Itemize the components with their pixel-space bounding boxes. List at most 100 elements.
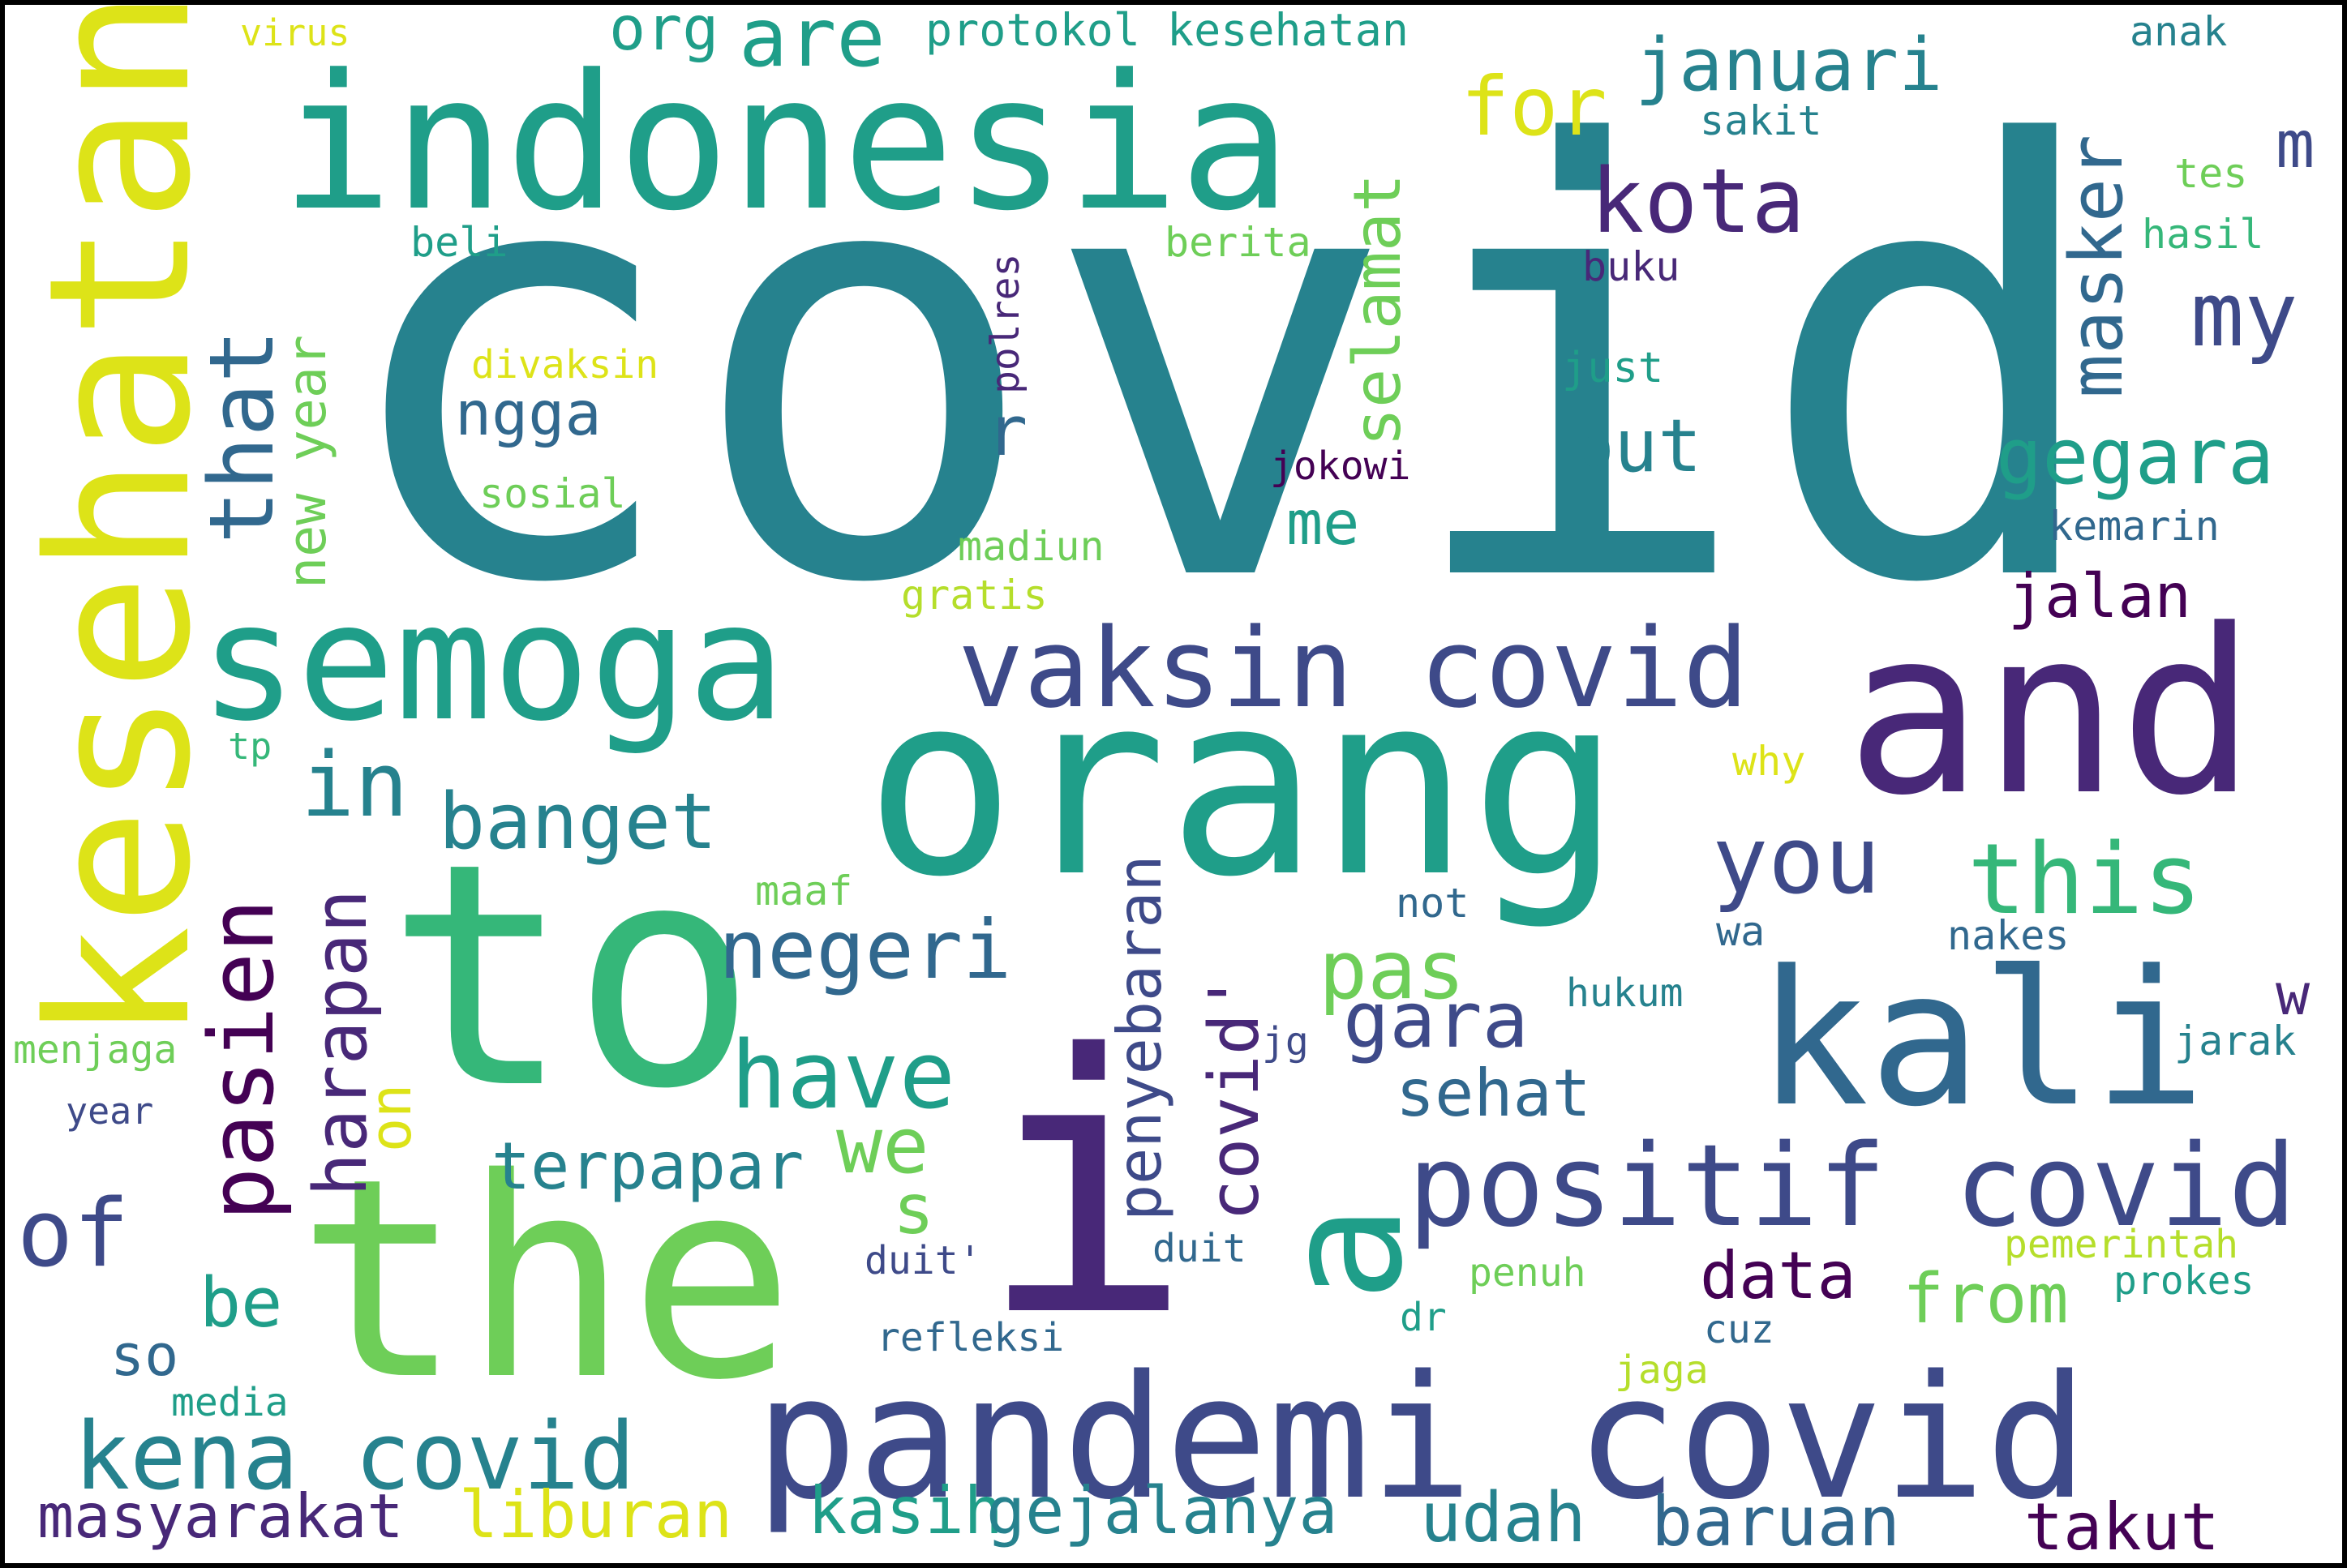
word-sakit: sakit [1700,97,1822,144]
word-menjaga: menjaga [13,1027,177,1073]
word-to: to [386,797,757,1156]
word-jarak: jarak [2174,1017,2297,1065]
word-i: i [978,979,1193,1394]
word-maaf: maaf [755,868,852,915]
word-a: a [1250,1205,1439,1302]
word-divaksin: divaksin [471,342,659,388]
word-new-year: new year [277,335,338,589]
word-banget: banget [439,778,717,867]
word-this: this [1967,824,2202,936]
word-hukum: hukum [1566,970,1684,1016]
word-takut: takut [2024,1489,2220,1563]
word-the: the [297,1120,795,1441]
word-tes: tes [2174,150,2247,197]
word-jokowi: jokowi [1270,443,1410,489]
word-just: just [1562,344,1663,392]
word-r: r [986,392,1028,472]
word-masker: masker [2054,135,2139,398]
word-be: be [200,1263,282,1343]
word-on: on [358,1084,424,1152]
word-media: media [171,1380,289,1425]
word-kesehatan: kesehatan [6,5,234,1043]
word-kali: kali [1757,932,2206,1148]
word-semoga: semoga [200,568,785,757]
word-w: w [2276,962,2311,1028]
word-have: have [731,1022,955,1130]
word-virus: virus [240,11,350,54]
word-madiun: madiun [958,523,1105,570]
word-liburan: liburan [459,1477,732,1553]
word-me: me [1286,487,1359,559]
word-kota: kota [1590,149,1805,253]
word-udah: udah [1420,1478,1586,1558]
word-pas: pas [1319,923,1465,1017]
word-wa: wa [1716,908,1765,955]
word-masyarakat: masyarakat [37,1480,404,1552]
word-pasien: pasien [190,899,294,1221]
word-so: so [110,1322,178,1389]
word-jalan: jalan [2008,560,2191,632]
word-covid: covid [329,24,2112,713]
word-pemerintah: pemerintah [2004,1222,2238,1267]
word-kemarin: kemarin [2049,503,2220,550]
word-we: we [836,1102,929,1191]
word-berita: berita [1165,219,1311,266]
word-for: for [1461,59,1607,154]
word-why: why [1732,738,1805,785]
word-jg: jg [1262,1019,1309,1065]
word-nakes: nakes [1947,912,2070,959]
word-ngga: ngga [455,378,602,449]
word-data: data [1700,1238,1856,1313]
word-gejalanya: gejalanya [986,1473,1337,1549]
word-jaga: jaga [1615,1347,1709,1393]
word-and: and [1846,581,2256,846]
word-penyebaran: penyebaran [1104,855,1175,1221]
word-s: s [893,1170,934,1250]
word-hasil: hasil [2142,211,2264,258]
word-but: but [1570,404,1702,489]
word-from: from [1903,1259,2069,1339]
word-are: are [739,5,886,85]
word-cuz: cuz [1704,1307,1774,1352]
word-of: of [17,1180,129,1288]
word-penuh: penuh [1469,1250,1586,1296]
word-baruan: baruan [1651,1482,1900,1562]
word-gratis: gratis [901,572,1048,619]
word-dr: dr [1400,1295,1447,1340]
word-m: m [2276,107,2315,182]
word-selamat: selamat [1340,174,1415,447]
word-gara: gara [1343,976,1529,1065]
word-refleksi: refleksi [877,1315,1064,1360]
word-terpapar: terpapar [491,1129,804,1204]
word-sehat: sehat [1396,1056,1591,1131]
word-you: you [1712,807,1881,915]
word-pandemi-covid: pandemi covid [755,1339,2088,1537]
word-vaksin-covid: vaksin covid [958,605,1748,732]
word-my: my [2190,263,2298,366]
word-duit: duit [1152,1226,1246,1271]
word-gegara: gegara [1996,413,2274,502]
word-covid: covid' [1195,972,1275,1221]
word-in: in [301,733,408,837]
word-kena-covid: kena covid [74,1403,635,1511]
word-that: that [190,329,294,544]
word-not: not [1396,880,1469,927]
word-harapan: harapan [298,889,384,1197]
word-protokol-kesehatan: protokol kesehatan [925,5,1409,56]
word-prokes: prokes [2113,1258,2254,1304]
word-duit: duit' [865,1238,982,1283]
word-org: org [609,5,719,64]
word-kasih: kasih [808,1473,1003,1549]
word-buku: buku [1582,243,1680,290]
word-indonesia: indonesia [281,36,1291,252]
word-negeri: negeri [719,902,1011,997]
word-polres: polres [983,254,1028,394]
word-positif-covid: positif covid [1408,1120,2297,1253]
word-januari: januari [1635,23,1942,108]
word-beli: beli [410,219,508,266]
word-tp: tp [228,725,272,768]
word-year: year [66,1090,153,1133]
word-orang: orang [865,640,1621,932]
